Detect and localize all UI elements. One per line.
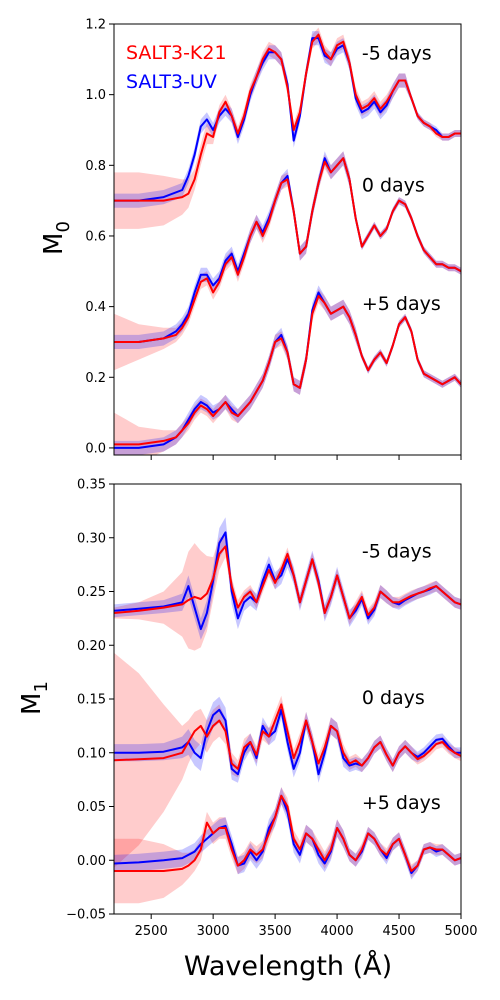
bottom-xtick-label: 2500 xyxy=(135,924,168,939)
top-band-salt3-k21-0 xyxy=(114,27,461,229)
top-plot-area xyxy=(114,27,461,455)
top-line-salt3-k21-0 xyxy=(114,33,461,202)
bottom-line-salt3-k21-4 xyxy=(114,794,461,872)
bottom-band-salt3-k21-2 xyxy=(114,652,461,868)
bottom-ylabel-sub: 1 xyxy=(31,681,52,692)
bottom-plot-area xyxy=(114,517,461,904)
bottom-xtick-label: 4000 xyxy=(321,924,354,939)
legend-entry-salt3-uv: SALT3-UV xyxy=(126,71,217,93)
x-axis-label: Wavelength (Å) xyxy=(184,950,392,982)
bottom-line-salt3-k21-2 xyxy=(114,703,461,770)
top-annotation: -5 days xyxy=(362,42,432,64)
legend-entry-salt3-k21: SALT3-K21 xyxy=(126,42,227,64)
bottom-ytick-label: 0.25 xyxy=(77,585,106,600)
bottom-xtick-label: 3000 xyxy=(197,924,230,939)
top-ytick-label: 1.0 xyxy=(85,88,106,103)
bottom-annotation: -5 days xyxy=(362,541,432,563)
bottom-ylabel-main: M xyxy=(17,693,47,715)
top-ytick-label: 0.0 xyxy=(85,441,106,456)
top-ylabel-main: M xyxy=(39,233,69,255)
top-ylabel-sub: 0 xyxy=(53,221,74,232)
top-annotation: +5 days xyxy=(362,293,441,315)
top-ytick-label: 0.8 xyxy=(85,159,106,174)
bottom-ytick-label: 0.00 xyxy=(77,854,106,869)
top-band-salt3-k21-4 xyxy=(114,289,461,455)
bottom-ytick-label: 0.35 xyxy=(77,478,106,493)
bottom-band-salt3-k21-0 xyxy=(114,535,461,651)
bottom-ytick-label: 0.20 xyxy=(77,639,106,654)
bottom-line-salt3-k21-0 xyxy=(114,545,461,620)
bottom-ytick-label: 0.05 xyxy=(77,800,106,815)
top-line-salt3-uv-5 xyxy=(114,291,461,449)
bottom-annotation: +5 days xyxy=(362,792,441,814)
bottom-ytick-label: 0.15 xyxy=(77,693,106,708)
top-annotation: 0 days xyxy=(362,175,425,197)
top-ytick-label: 0.6 xyxy=(85,229,106,244)
top-line-salt3-k21-4 xyxy=(114,295,461,446)
top-band-salt3-k21-2 xyxy=(114,151,461,371)
top-ytick-label: 0.4 xyxy=(85,300,106,315)
top-line-salt3-k21-2 xyxy=(114,157,461,343)
top-ytick-label: 1.2 xyxy=(85,18,106,33)
bottom-ytick-label: 0.10 xyxy=(77,746,106,761)
bottom-xtick-label: 3500 xyxy=(259,924,292,939)
top-panel-ylabel: M0 xyxy=(39,221,74,255)
top-panel-m0: M0 0.0 0.2 0.4 0.6 0.8 1.0 1.2 -5 days 0 days +5 … xyxy=(39,18,462,460)
bottom-panel-m1: M1 Wavelength (Å) −0.05 0.00 0.05 0.10 0.15 0… xyxy=(17,478,478,983)
bottom-ytick-label: 0.30 xyxy=(77,531,106,546)
bottom-annotation: 0 days xyxy=(362,687,425,709)
top-ytick-label: 0.2 xyxy=(85,371,106,386)
top-axes-frame xyxy=(113,23,462,456)
bottom-panel-ylabel: M1 xyxy=(17,681,52,715)
bottom-xtick-label: 4500 xyxy=(382,924,415,939)
bottom-ytick-label: −0.05 xyxy=(66,908,106,923)
bottom-xtick-label: 5000 xyxy=(444,924,477,939)
